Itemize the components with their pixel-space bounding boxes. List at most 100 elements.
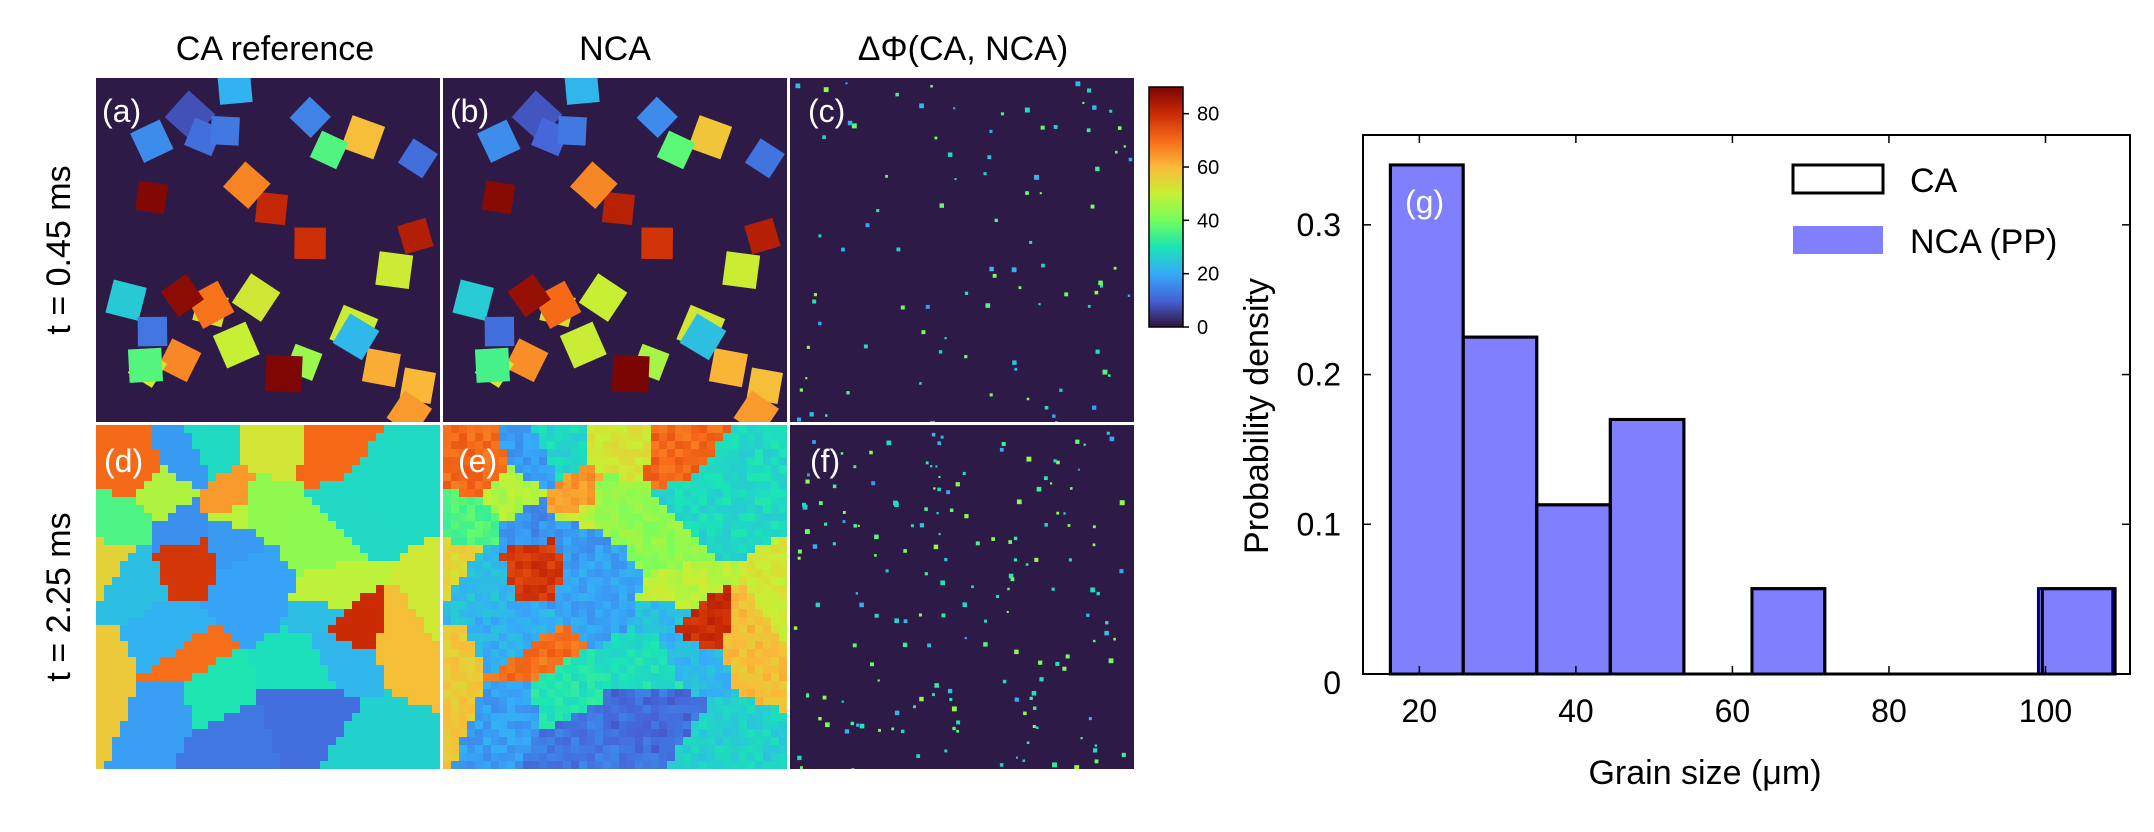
difference-speckle (939, 203, 945, 208)
grain-cell (232, 489, 241, 498)
grain-cell (344, 553, 353, 562)
grain-cell (368, 561, 377, 570)
grain-cell (723, 673, 732, 682)
grain-cell (675, 513, 684, 522)
grain-cell (499, 441, 508, 450)
grain-cell (579, 425, 588, 434)
grain-cell (192, 681, 201, 690)
grain-cell (248, 577, 257, 586)
grain-cell (112, 481, 121, 490)
grain-cell (216, 729, 225, 738)
difference-speckle (885, 174, 888, 178)
grain-cell (136, 753, 145, 762)
legend: CA NCA (PP) (1791, 162, 2057, 261)
grain-cell (136, 489, 145, 498)
grain-cell (288, 529, 297, 538)
grain-cell (400, 729, 409, 738)
grain-cell (296, 441, 305, 450)
grain-cell (707, 753, 716, 762)
grain-cell (475, 505, 484, 514)
difference-speckle (930, 421, 935, 422)
grain-cell (731, 425, 740, 434)
grain-cell (747, 465, 756, 474)
grain-cell (160, 577, 169, 586)
grain-cell (659, 545, 668, 554)
grain-cell (272, 505, 281, 514)
grain-cell (400, 689, 409, 698)
grain-cell (256, 425, 265, 434)
grain-cell (739, 601, 748, 610)
grain-cell (344, 681, 353, 690)
grain-cell (416, 473, 425, 482)
grain-cell (571, 553, 580, 562)
grain-cell (352, 761, 361, 769)
grain-cell (256, 601, 265, 610)
grain-cell (424, 545, 433, 554)
grain-cell (160, 505, 169, 514)
grain-cell (659, 505, 668, 514)
grain-cell (699, 673, 708, 682)
grain-cell (651, 649, 660, 658)
grain-cell (312, 737, 321, 746)
grain-cell (120, 465, 129, 474)
grain-cell (739, 513, 748, 522)
grain-cell (376, 497, 385, 506)
grain-cell (651, 529, 660, 538)
grain-cell (288, 537, 297, 546)
grain-cell (651, 609, 660, 618)
grain-cell (168, 497, 177, 506)
grain-cell (523, 513, 532, 522)
grain-cell (128, 561, 137, 570)
grain-cell (635, 689, 644, 698)
grain-cell (699, 681, 708, 690)
grain-cell (451, 489, 460, 498)
grain-cell (272, 713, 281, 722)
grain-cell (643, 689, 652, 698)
difference-speckle (1096, 591, 1100, 596)
grain-cell (539, 497, 548, 506)
grain-cell (523, 473, 532, 482)
grain-cell (128, 465, 137, 474)
difference-speckle (964, 637, 967, 640)
grain-cell (248, 489, 257, 498)
grain-cell (683, 641, 692, 650)
grain-cell (368, 481, 377, 490)
x-tick-label: 20 (1402, 693, 1438, 729)
grain-cell (467, 513, 476, 522)
difference-speckle (992, 273, 997, 278)
grain-cell (675, 433, 684, 442)
grain-cell (643, 489, 652, 498)
grain-cell (384, 497, 393, 506)
grain-cell (555, 737, 564, 746)
grain-cell (627, 721, 636, 730)
grain-cell (659, 705, 668, 714)
grain-cell (483, 489, 492, 498)
grain-cell (152, 673, 161, 682)
grain-cell (619, 529, 628, 538)
grain-cell (619, 513, 628, 522)
grain-cell (192, 705, 201, 714)
grain-cell (723, 457, 732, 466)
grain-cell (432, 569, 440, 578)
grain-cell (739, 689, 748, 698)
grain-cell (555, 481, 564, 490)
grain-cell (739, 641, 748, 650)
grain-cell (264, 521, 273, 530)
difference-speckle (1026, 741, 1030, 745)
grain-cell (531, 497, 540, 506)
grain-cell (152, 601, 161, 610)
grain-cell (531, 481, 540, 490)
grain-cell (715, 457, 724, 466)
grain-cell (128, 489, 137, 498)
grain-cell (531, 473, 540, 482)
grain-cell (384, 617, 393, 626)
grain-cell (104, 545, 113, 554)
grain-cell (555, 697, 564, 706)
grain-cell (699, 529, 708, 538)
grain-cell (771, 473, 780, 482)
grain-cell (240, 585, 249, 594)
grain-cell (304, 457, 313, 466)
grain-cell (288, 561, 297, 570)
grain-cell (264, 465, 273, 474)
grain-cell (408, 441, 417, 450)
